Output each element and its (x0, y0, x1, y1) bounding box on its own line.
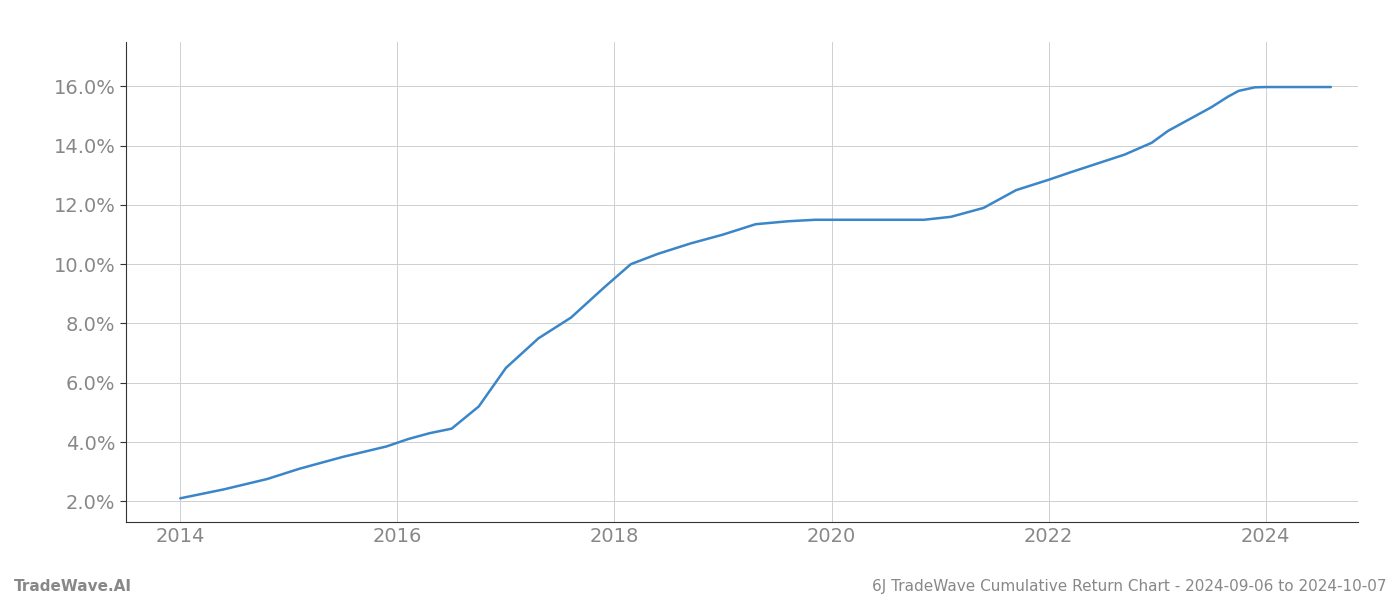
Text: TradeWave.AI: TradeWave.AI (14, 579, 132, 594)
Text: 6J TradeWave Cumulative Return Chart - 2024-09-06 to 2024-10-07: 6J TradeWave Cumulative Return Chart - 2… (871, 579, 1386, 594)
